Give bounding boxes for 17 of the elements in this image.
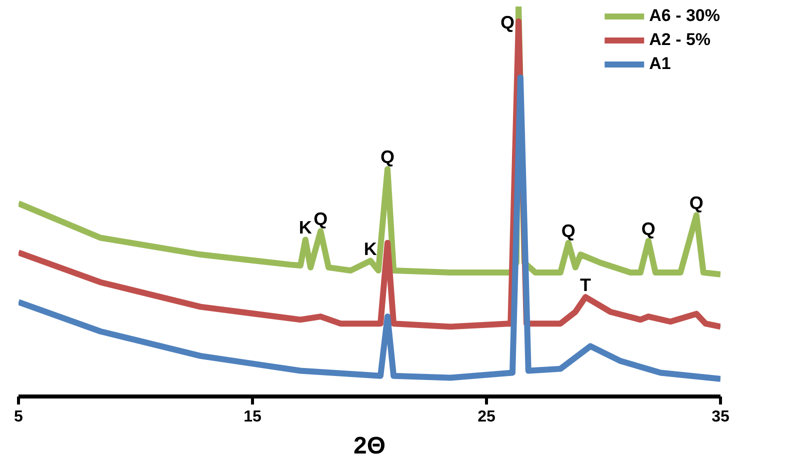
x-tick-label: 5 [14, 408, 24, 426]
annotation: K [364, 238, 377, 259]
annotation: Q [561, 220, 576, 241]
legend-label: A6 - 30% [649, 6, 720, 26]
annotation: Q [689, 193, 704, 214]
x-axis-title: 2Θ [353, 432, 386, 460]
annotation: Q [641, 218, 656, 239]
annotation: Q [380, 147, 395, 168]
legend-label: A2 - 5% [649, 30, 711, 50]
legend-label: A1 [649, 54, 671, 74]
x-tick-label: 15 [244, 408, 262, 426]
annotation: Q [500, 12, 515, 32]
x-tick-label: 35 [712, 408, 730, 426]
annotation: T [580, 275, 591, 296]
x-tick-label: 25 [478, 408, 496, 426]
annotation: K [298, 218, 312, 238]
annotation: Q [314, 209, 328, 230]
